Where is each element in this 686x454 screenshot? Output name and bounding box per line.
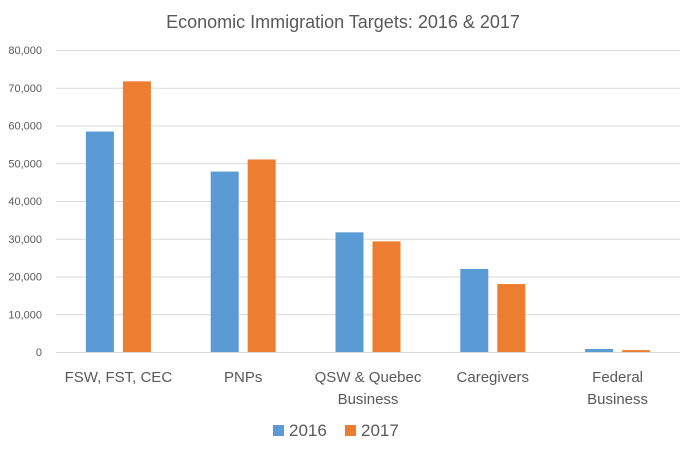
bar-2017-2 — [372, 241, 401, 352]
y-tick-label: 0 — [36, 347, 42, 359]
x-tick-label: FSW, FST, CEC — [65, 369, 173, 386]
bar-2016-2 — [335, 232, 364, 352]
y-tick-label: 70,000 — [8, 83, 42, 95]
x-tick-label: PNPs — [224, 369, 262, 386]
x-tick-label: QSW & Quebec Business — [315, 369, 422, 408]
gridlines — [56, 50, 680, 353]
bar-2017-3 — [497, 284, 526, 352]
bar-2016-3 — [460, 268, 489, 352]
legend-swatch-2016 — [273, 425, 284, 436]
bar-2017-0 — [122, 81, 151, 353]
x-axis-labels: FSW, FST, CEC PNPs QSW & Quebec Business Car… — [65, 369, 648, 408]
chart-title: Economic Immigration Targets: 2016 & 201… — [166, 12, 520, 32]
y-axis-ticks: 0 10,000 20,000 30,000 40,000 50,000 60,000 70,… — [8, 45, 42, 359]
y-tick-label: 80,000 — [8, 45, 42, 57]
legend: 2016 2017 — [273, 421, 399, 440]
bar-2017-4 — [622, 350, 651, 352]
y-tick-label: 60,000 — [8, 121, 42, 133]
x-tick-label: Federal Business — [587, 369, 648, 408]
bar-2017-1 — [247, 159, 276, 352]
y-tick-label: 40,000 — [8, 196, 42, 208]
bar-2016-0 — [85, 131, 114, 352]
legend-swatch-2017 — [345, 425, 356, 436]
y-tick-label: 50,000 — [8, 158, 42, 170]
x-tick-label: Caregivers — [457, 369, 530, 386]
y-tick-label: 20,000 — [8, 272, 42, 284]
bar-2016-1 — [210, 171, 239, 352]
legend-label-2017: 2017 — [361, 421, 399, 440]
bars — [85, 81, 651, 353]
legend-label-2016: 2016 — [289, 421, 327, 440]
y-tick-label: 10,000 — [8, 309, 42, 321]
y-tick-label: 30,000 — [8, 234, 42, 246]
bar-2016-4 — [585, 348, 614, 352]
